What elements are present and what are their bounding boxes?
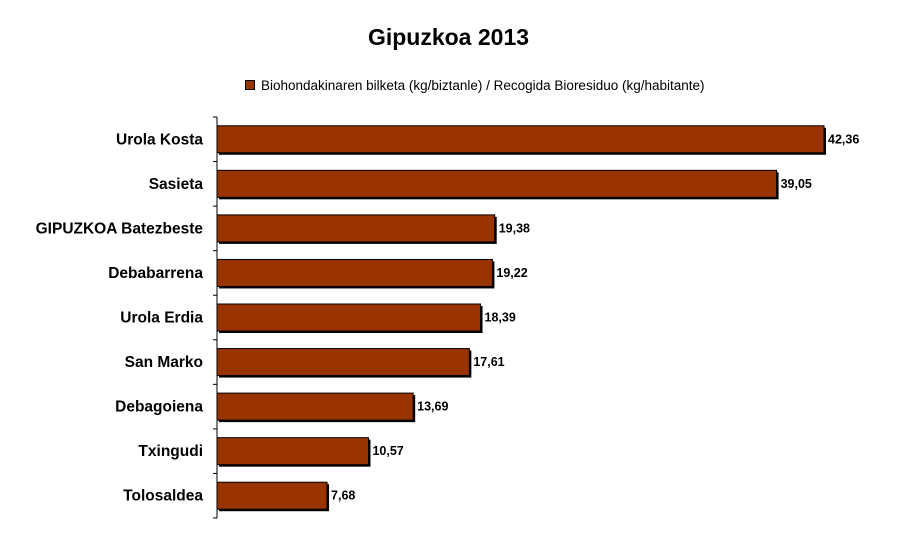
value-label: 19,22	[496, 266, 527, 280]
category-label: Debabarrena	[108, 265, 203, 282]
bar	[216, 169, 778, 198]
legend-swatch	[245, 80, 255, 90]
value-label: 10,57	[372, 444, 403, 458]
value-label: 7,68	[331, 489, 355, 503]
category-label: Sasieta	[149, 176, 204, 193]
bar	[216, 348, 470, 377]
category-label: Debagoiena	[115, 399, 203, 416]
value-label: 19,38	[499, 221, 530, 235]
bar	[216, 258, 493, 287]
legend-label: Biohondakinaren bilketa (kg/biztanle) / …	[261, 77, 705, 93]
value-label: 17,61	[473, 355, 504, 369]
bar	[216, 303, 482, 332]
category-label: GIPUZKOA Batezbeste	[36, 220, 204, 237]
bar	[216, 214, 496, 243]
category-label: Urola Erdia	[120, 310, 203, 327]
category-label: Txingudi	[138, 443, 203, 460]
bar	[216, 437, 369, 466]
value-label: 42,36	[828, 132, 859, 146]
value-label: 18,39	[485, 311, 516, 325]
bar	[216, 125, 825, 154]
bar	[216, 392, 414, 421]
value-label: 39,05	[781, 177, 812, 191]
category-label: Urola Kosta	[116, 131, 203, 148]
legend: Biohondakinaren bilketa (kg/biztanle) / …	[245, 77, 705, 93]
category-label: San Marko	[125, 354, 203, 371]
category-label: Tolosaldea	[123, 488, 203, 505]
chart-title: Gipuzkoa 2013	[367, 24, 530, 50]
value-label: 13,69	[417, 400, 448, 414]
bar	[216, 481, 328, 510]
